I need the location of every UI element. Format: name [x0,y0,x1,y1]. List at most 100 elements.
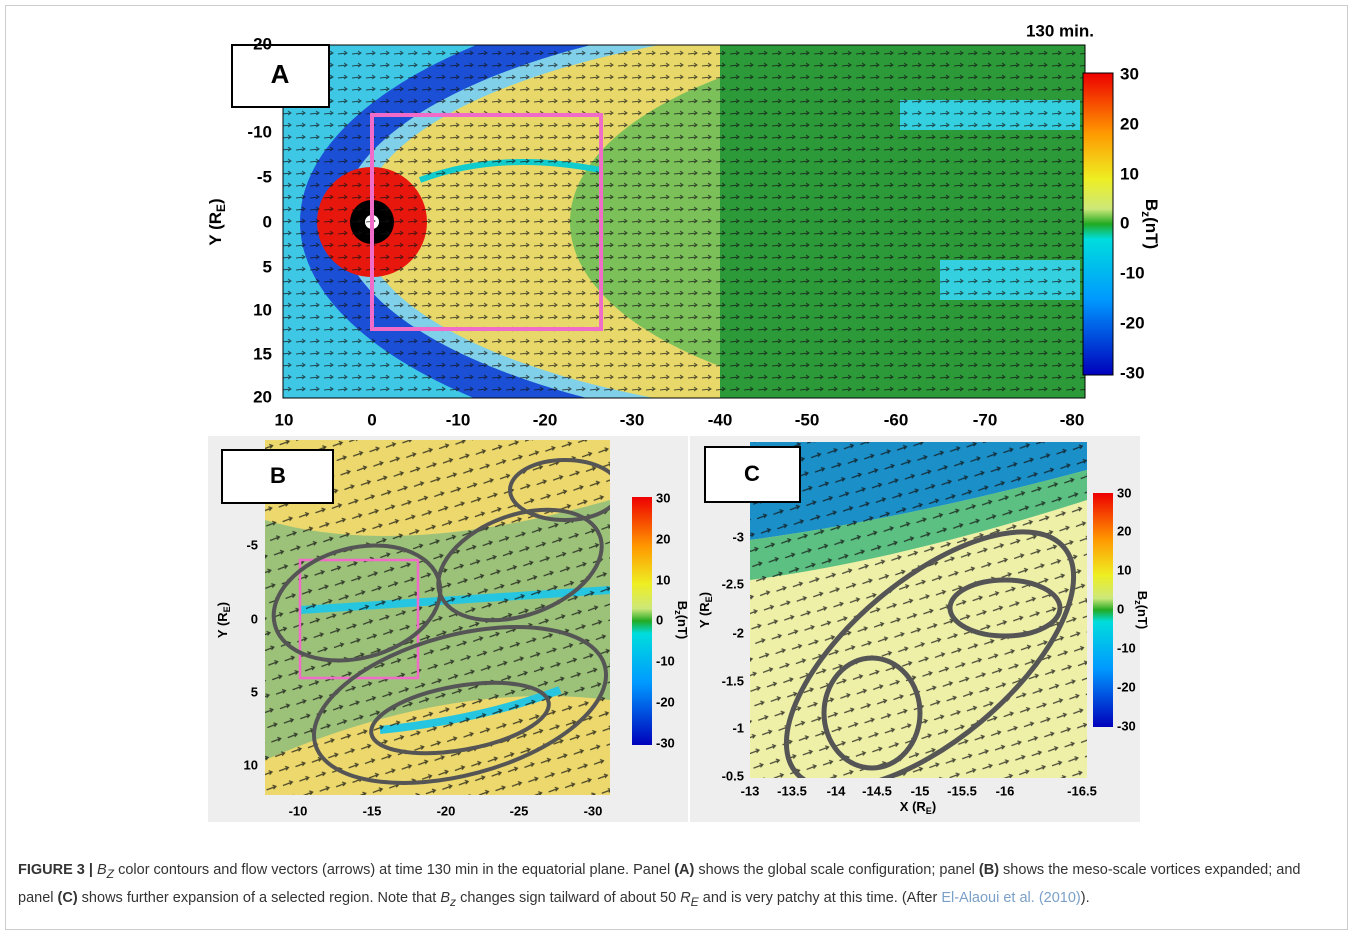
panel-a-field [283,45,1085,398]
panel-c-field [750,442,1087,778]
colorbar-label-part: (nT) [1135,605,1150,630]
y-axis-label-part: ) [206,198,225,204]
colorbar-label-part: B [1135,591,1150,600]
x-tick-label: -14.5 [862,783,892,798]
caption-part: changes sign tailward of about 50 [456,889,681,906]
y-tick-label: 5 [251,684,258,699]
y-tick-label: 15 [253,344,272,363]
colorbar-label-part: B [675,601,690,610]
colorbar-label-part: (nT) [675,615,690,640]
y-axis-label: Y (RE) [206,198,228,245]
x-tick-label: 0 [367,410,376,429]
colorbar-tick-label: -30 [1120,363,1145,382]
y-tick-label: -2.5 [722,576,744,591]
colorbar-tick-label: 10 [656,572,670,587]
x-tick-label: -30 [620,410,645,429]
colorbar-tick-label: 20 [656,531,670,546]
caption-part: shows the meso-scale vortices expanded; … [18,862,1301,906]
caption-part: ). [1080,889,1090,906]
colorbar-tick-label: 10 [1117,562,1131,577]
y-tick-label: 0 [263,212,272,231]
caption-part: E [690,894,699,909]
x-tick-label: -15 [363,803,382,818]
colorbar-tick-label: 10 [1120,164,1139,183]
y-tick-label: -5 [246,537,258,552]
x-axis-label-part: X (R [900,799,927,814]
x-tick-label: -13 [741,783,760,798]
x-tick-label: -20 [437,803,456,818]
colorbar-tick-label: -10 [656,653,675,668]
colorbar-tick-label: 20 [1117,523,1131,538]
colorbar-label-part: z [1139,211,1153,217]
x-axis-label-part: ) [932,799,936,814]
y-axis-label-part: Y (R [697,602,712,628]
caption-part: B [440,889,451,906]
time-label: 130 min. [1026,21,1094,40]
y-tick-label: 5 [263,257,272,276]
x-tick-label: -80 [1060,410,1085,429]
caption: FIGURE 3 | BZ color contours and flow ve… [18,858,1338,914]
colorbar-tick-label: 0 [1117,601,1124,616]
x-tick-label: -15.5 [947,783,977,798]
x-tick-label: -16 [996,783,1015,798]
x-tick-label: -25 [510,803,529,818]
colorbar-tick-label: -30 [656,735,675,750]
colorbar-label: Bz(nT) [1133,591,1150,629]
y-tick-label: 0 [251,611,258,626]
colorbar-label-part: B [1142,199,1161,211]
caption-part: and is very patchy at this time. (After [698,889,942,906]
y-tick-label: -2 [732,625,744,640]
x-tick-label: 10 [275,410,294,429]
y-tick-label: -10 [247,122,272,141]
x-axis-label-part: E [926,806,932,816]
colorbar-tick-label: -20 [656,694,675,709]
colorbar-tick-label: -10 [1117,640,1136,655]
y-tick-label: -3 [732,529,744,544]
x-tick-label: -20 [533,410,558,429]
panel-label: B [270,463,286,488]
x-tick-label: -16.5 [1067,783,1097,798]
panel-label: A [271,59,290,89]
y-tick-label: 20 [253,387,272,406]
panel-label: C [744,461,760,486]
colorbar-tick-label: -10 [1120,263,1145,282]
y-tick-label: -0.5 [722,768,744,783]
caption-part: z [450,894,457,909]
colorbar-tick-label: 0 [656,612,663,627]
y-axis-label-part: E [214,204,228,212]
x-tick-label: -70 [973,410,998,429]
caption-part: shows the global scale configuration; pa… [694,862,979,878]
x-tick-label: -40 [708,410,733,429]
caption-part: (B) [978,862,1000,878]
y-axis-label-part: E [222,606,232,612]
colorbar-label-part: z [1133,600,1143,605]
y-tick-label: 10 [244,757,258,772]
y-axis-label: Y (RE) [215,602,232,638]
citation-link[interactable]: El-Alaoui et al. (2010) [941,889,1081,906]
y-axis-label-part: ) [697,592,712,596]
colorbar-label: Bz(nT) [1139,199,1161,249]
caption-part: B [97,862,107,878]
caption-part: R [680,889,691,906]
caption-part: (C) [57,889,78,906]
x-tick-label: -14 [827,783,847,798]
y-axis-label-part: E [704,596,714,602]
colorbar-label: Bz(nT) [673,601,690,639]
y-axis-label-part: ) [215,602,230,606]
x-tick-label: -50 [795,410,820,429]
caption-part: Z [106,866,115,881]
caption-part: shows further expansion of a selected re… [77,889,441,906]
caption-part: color contours and flow vectors (arrows)… [114,862,675,878]
x-tick-label: -10 [289,803,308,818]
colorbar-tick-label: 30 [656,490,670,505]
colorbar-tick-label: -20 [1120,313,1145,332]
colorbar-tick-label: 20 [1120,114,1139,133]
colorbar-tick-label: 0 [1120,213,1129,232]
colorbar-tick-label: -30 [1117,718,1136,733]
y-axis-label: Y (RE) [697,592,714,628]
colorbar-tick-label: -20 [1117,679,1136,694]
x-tick-label: -60 [884,410,909,429]
